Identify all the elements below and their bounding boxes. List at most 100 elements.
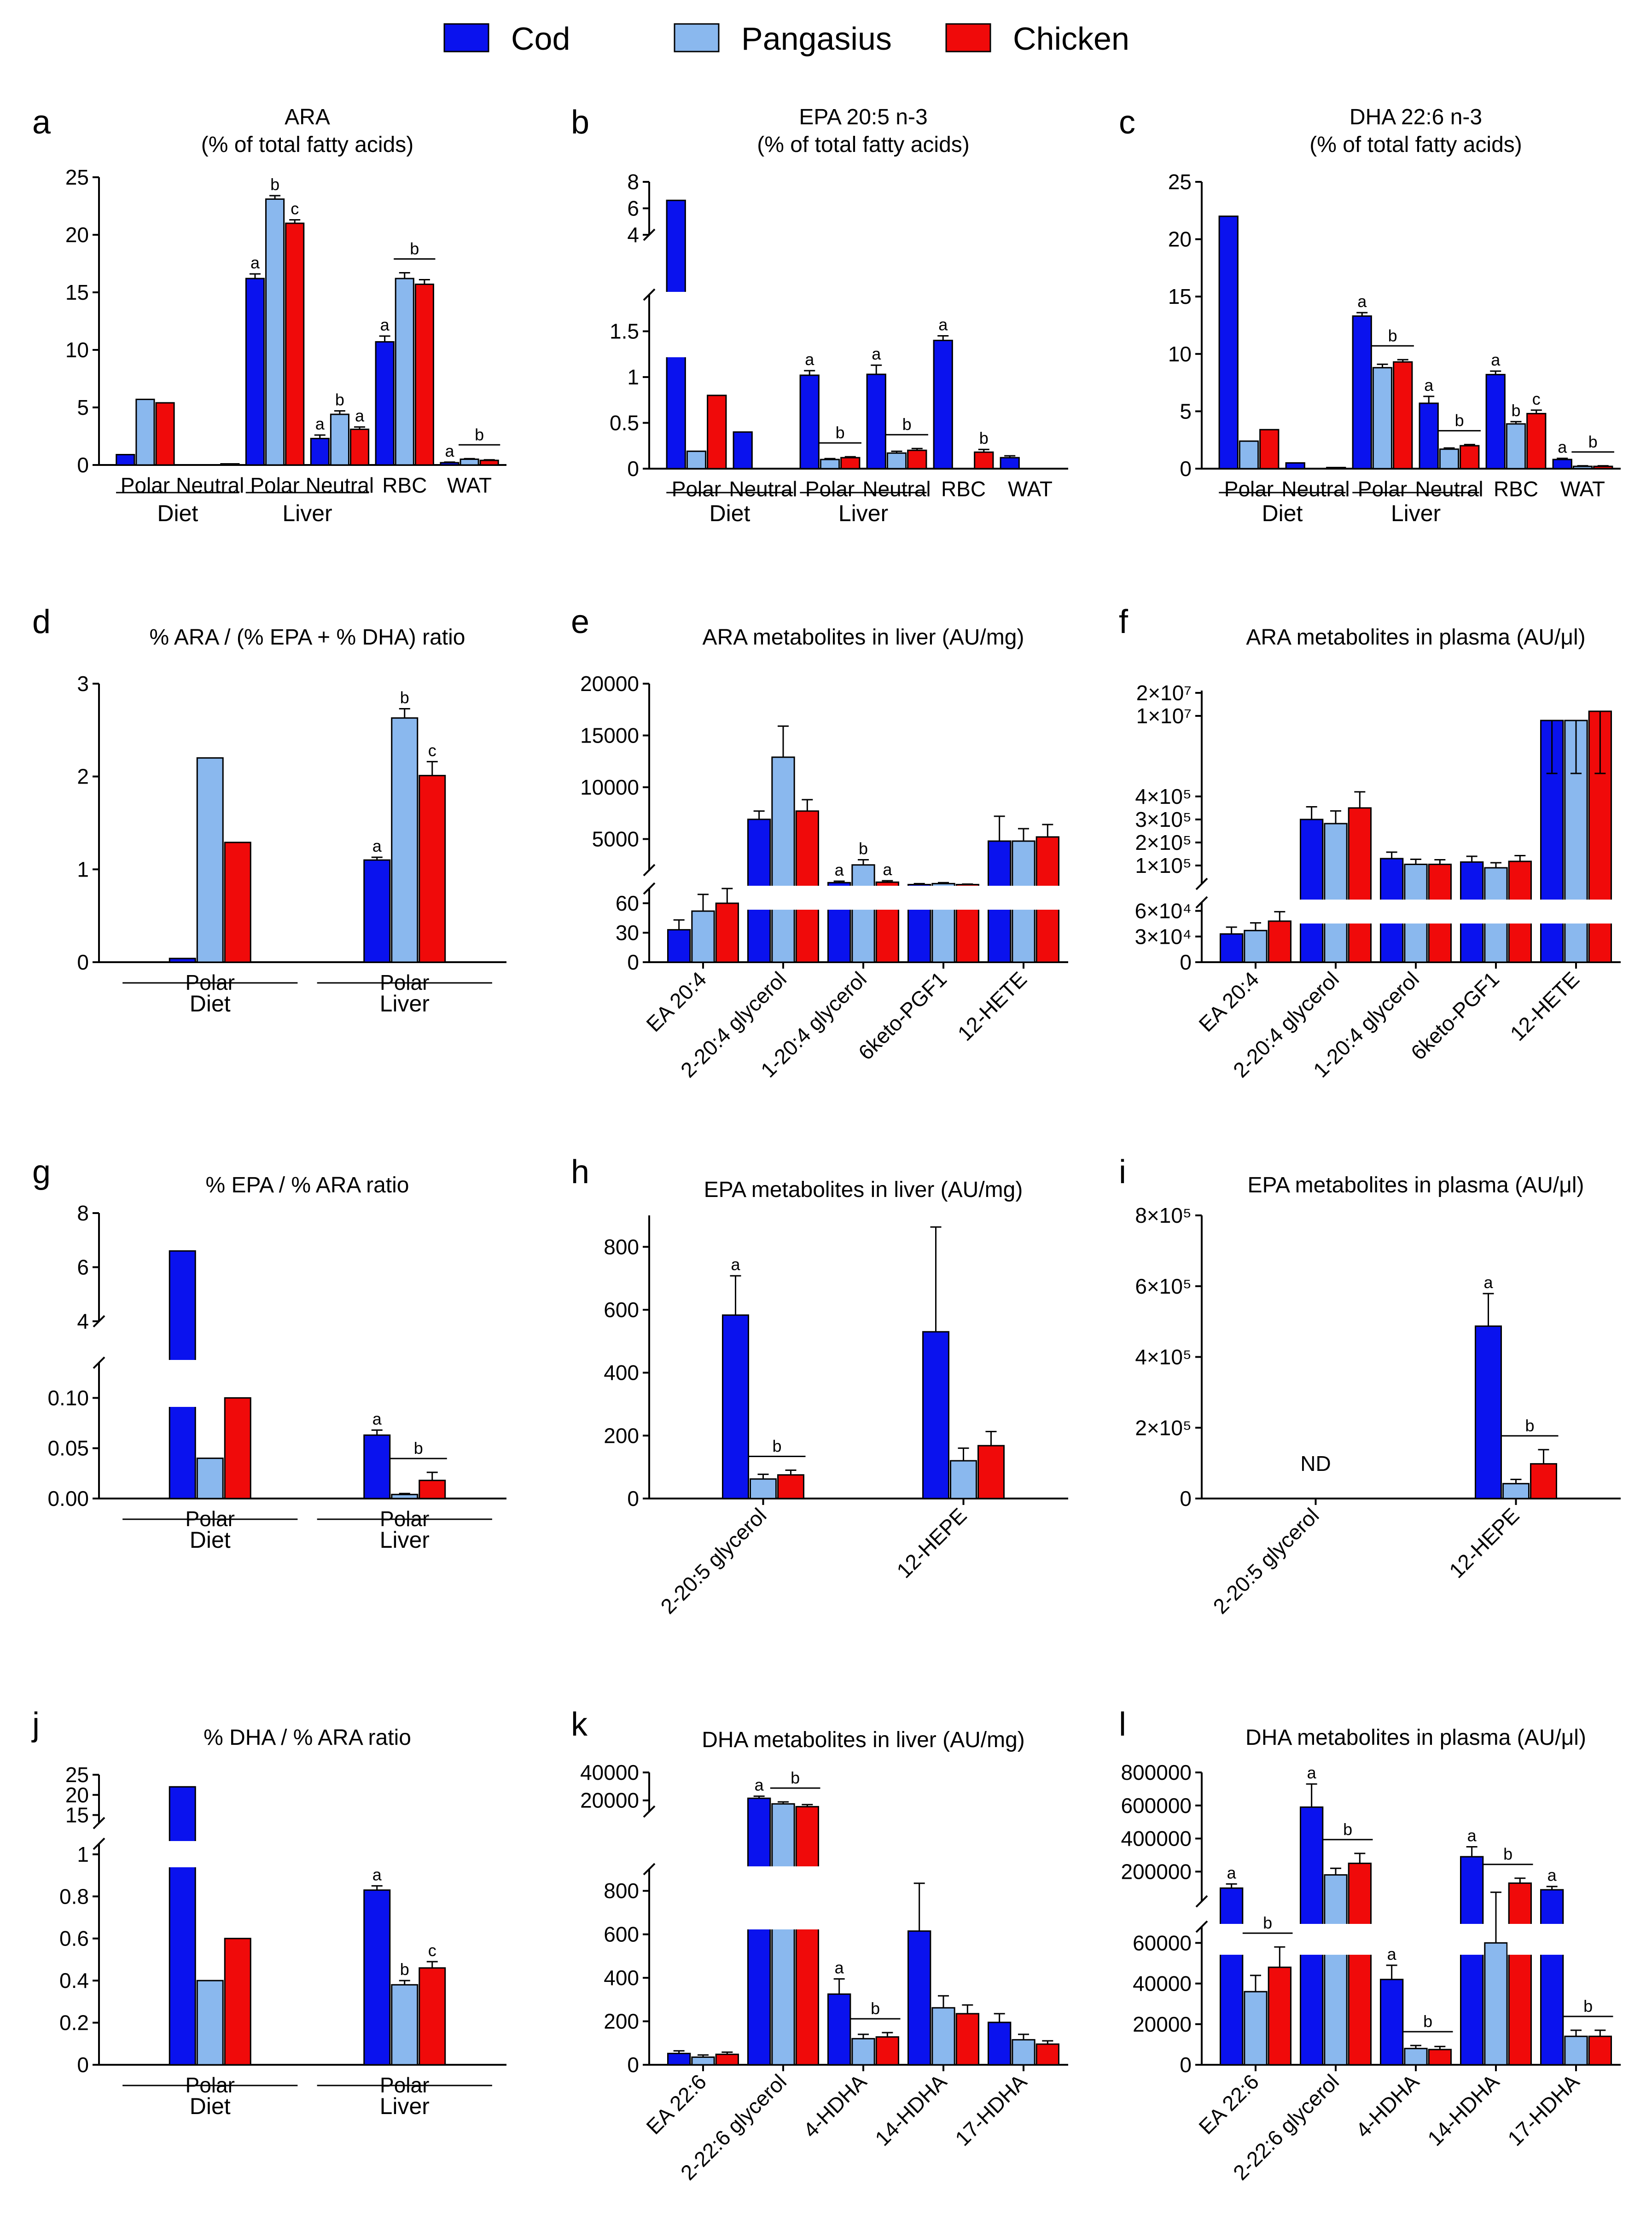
bar-break-gap	[1403, 900, 1429, 924]
y-tick-label: 200	[604, 1423, 639, 1447]
y-tick-label: 15000	[580, 724, 639, 748]
significance-label: a	[1357, 292, 1367, 311]
y-tick-label: 4×10⁵	[1135, 784, 1192, 808]
y-tick-label: 6	[77, 1255, 89, 1279]
panel-letter: a	[32, 104, 51, 141]
bar-cod-4	[375, 341, 395, 466]
bar-break-gap	[795, 1866, 820, 1929]
bar-chicken-0	[1268, 1966, 1292, 2066]
bar-cod-5	[1000, 457, 1020, 470]
bar-pangasius-5	[1572, 465, 1593, 470]
bar-break-gap	[1011, 886, 1036, 910]
x-tick-label: Polar	[1358, 477, 1407, 501]
y-tick-label: 0.10	[47, 1386, 89, 1410]
bar-pangasius-1	[391, 1984, 419, 2066]
bar-chicken-1	[1326, 467, 1346, 470]
panel-letter: l	[1119, 1706, 1126, 1743]
group-label: Diet	[190, 1527, 231, 1553]
significance-label: a	[1467, 1826, 1477, 1845]
y-tick-label: 5	[77, 395, 89, 419]
x-tick-label: 12-HETE	[1506, 967, 1584, 1046]
y-tick-label: 25	[65, 165, 89, 189]
bar-pangasius-0	[1244, 1991, 1268, 2066]
y-tick-label: 60	[616, 891, 639, 915]
significance-label: b	[400, 1960, 409, 1979]
y-tick-label: 10	[65, 338, 89, 362]
bar-cod-0	[169, 958, 196, 963]
significance-label: b	[902, 415, 912, 434]
panel-letter: k	[571, 1706, 588, 1743]
significance-label: b	[871, 1999, 880, 2018]
group-label: Liver	[838, 500, 888, 526]
bar-break-gap	[826, 886, 852, 910]
bar-chicken-1	[419, 1967, 446, 2066]
y-tick-label: 600	[604, 1923, 639, 1946]
y-tick-label: 25	[65, 1763, 89, 1787]
bar-break-gap	[1459, 1924, 1484, 1955]
bar-cod-0	[667, 2052, 691, 2066]
bar-chicken-2	[285, 222, 305, 466]
y-tick-label: 2×10⁵	[1135, 1416, 1192, 1440]
axis-break-mark	[643, 882, 656, 895]
significance-label: a	[1307, 1763, 1317, 1782]
y-tick-label: 2×10⁵	[1135, 831, 1192, 854]
x-tick-label: Neutral	[1415, 477, 1483, 501]
panel-a: a ARA(% of total fatty acids)0510152025ab…	[32, 104, 506, 526]
bar-break-gap	[1035, 886, 1060, 910]
bar-pangasius-0	[686, 450, 707, 470]
significance-label: b	[400, 688, 409, 707]
bar-pangasius-3	[886, 452, 907, 470]
axis-break-mark	[643, 1863, 656, 1876]
significance-label: a	[938, 315, 948, 334]
panel-l: l DHA metabolites in plasma (AU/μl) 0 20000…	[1119, 1706, 1621, 2184]
y-tick-label: 40000	[580, 1760, 639, 1784]
bar-break-gap	[987, 886, 1012, 910]
axis-break-mark	[1195, 877, 1208, 890]
bar-pangasius-2	[1372, 367, 1393, 470]
x-tick-label: Neutral	[862, 477, 931, 501]
bar-chicken-4	[1035, 2043, 1060, 2066]
group-label: Liver	[380, 991, 430, 1017]
group-label: Diet	[1262, 500, 1303, 526]
x-tick-label: Polar	[250, 473, 299, 497]
x-tick-label: EA 20:4	[641, 967, 711, 1036]
significance-label: a	[1227, 1863, 1237, 1882]
bar-chicken-0	[715, 902, 739, 963]
y-tick-label: 6×10⁵	[1135, 1274, 1192, 1298]
x-tick-label: Polar	[805, 477, 855, 501]
group-label: Liver	[282, 500, 332, 526]
bar-cod-5	[1552, 459, 1572, 470]
panel-letter: b	[571, 104, 589, 141]
bar-cod-1	[363, 1889, 391, 2066]
group-label: Diet	[190, 2093, 231, 2119]
y-tick-label: 1	[77, 857, 89, 881]
group-label: Diet	[190, 991, 231, 1017]
y-tick-label: 20	[65, 1783, 89, 1807]
significance-label: a	[835, 860, 844, 879]
bar-break-gap	[1459, 900, 1484, 924]
significance-label: b	[836, 423, 845, 442]
bar-break-gap	[168, 1841, 197, 1867]
not-detected-label: ND	[1300, 1452, 1331, 1475]
bar-pangasius-3	[931, 2007, 955, 2066]
bar-cod-3	[1460, 1856, 1484, 2066]
y-tick-label: 0.5	[610, 411, 639, 435]
bar-break-gap	[1347, 900, 1373, 924]
significance-label: b	[772, 1437, 781, 1456]
y-tick-label: 20000	[580, 672, 639, 696]
bar-chicken-1	[795, 1806, 819, 2066]
bar-break-gap	[1427, 900, 1453, 924]
panel-j: j % DHA / % ARA ratio 0 0.2 0.4 0.6 0.8 1 152025…	[31, 1706, 506, 2119]
bar-chicken-0	[224, 1397, 251, 1499]
x-tick-label: EA 20:4	[1194, 967, 1263, 1036]
bar-pangasius-0	[1244, 929, 1268, 963]
bar-chicken-0	[715, 2053, 739, 2066]
significance-label: a	[445, 441, 454, 460]
bar-break-gap	[1299, 1924, 1324, 1955]
bar-chicken-1	[419, 1480, 446, 1499]
x-tick-label: EA 22:6	[641, 2069, 711, 2139]
x-tick-label: 12-HEPE	[892, 1503, 971, 1582]
legend-label-chicken: Chicken	[1013, 21, 1129, 57]
bar-cod-1	[363, 1434, 391, 1499]
bar-pangasius-1	[391, 717, 419, 963]
